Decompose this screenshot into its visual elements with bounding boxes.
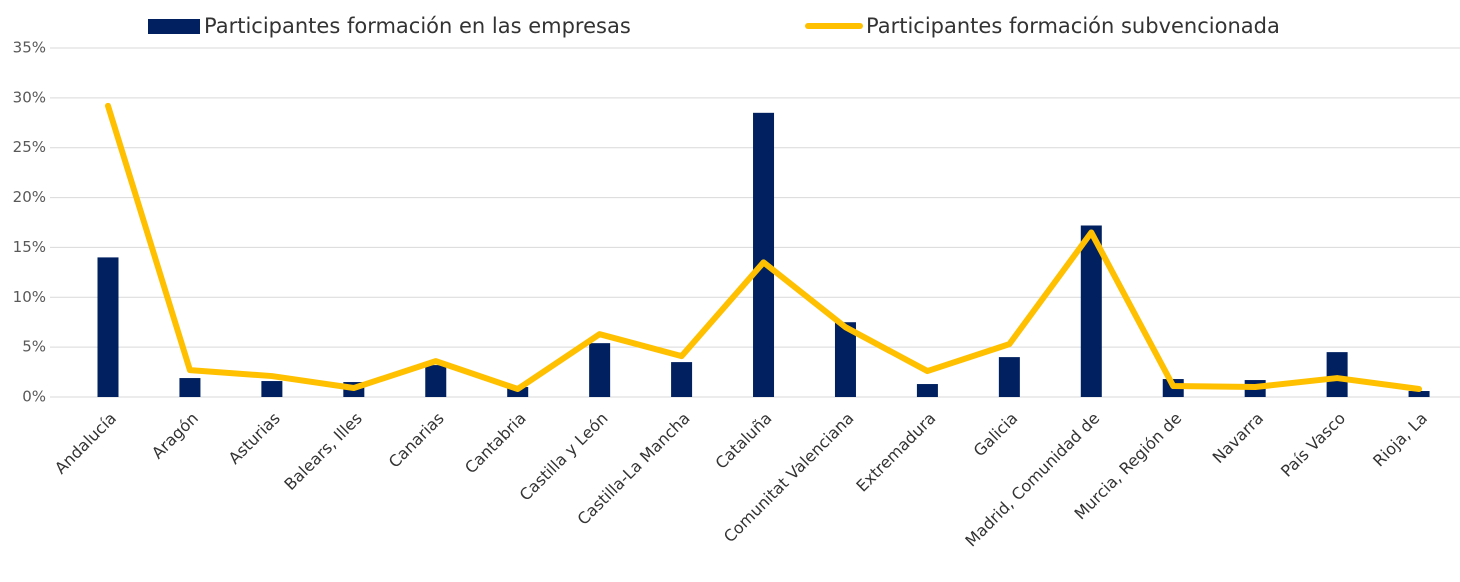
bar [834,322,856,397]
y-tick-label: 25% [13,138,46,156]
y-tick-label: 30% [13,88,46,106]
line [105,102,1423,393]
x-tick-label: Navarra [1209,409,1268,468]
x-tick-label: Aragón [148,409,202,463]
bar [671,362,693,397]
x-tick-label: Balears, Illes [280,409,365,494]
y-tick-label: 35% [13,39,46,57]
bar [916,384,938,397]
legend-label: Participantes formación subvencionada [866,14,1280,38]
x-tick-label: Canarias [385,409,448,472]
bar [753,112,775,398]
x-tick-label: Cantabria [461,409,530,478]
bar [1408,391,1430,397]
x-tick-label: Rioja, La [1369,409,1431,471]
x-tick-label: Asturias [225,409,284,468]
bar [97,257,119,397]
x-tick-label: Extremadura [852,409,939,496]
bar [1080,225,1102,397]
bar [261,381,283,397]
bar [1326,352,1348,397]
y-tick-label: 20% [13,188,46,206]
bar [998,357,1020,397]
x-tick-label: Galicia [970,409,1022,461]
x-tick-label: Andalucía [51,409,120,478]
bar [589,343,611,397]
x-tick-label: País Vasco [1277,409,1349,481]
bar [179,378,201,397]
y-tick-label: 0% [22,388,46,406]
legend-label: Participantes formación en las empresas [204,14,631,38]
bar [425,365,447,397]
y-tick-label: 15% [13,238,46,256]
legend-swatch [148,19,200,34]
y-tick-label: 10% [13,288,46,306]
x-tick-label: Madrid, Comunidad de [961,409,1103,551]
y-tick-label: 5% [22,338,46,356]
x-tick-label: Cataluña [711,409,775,473]
